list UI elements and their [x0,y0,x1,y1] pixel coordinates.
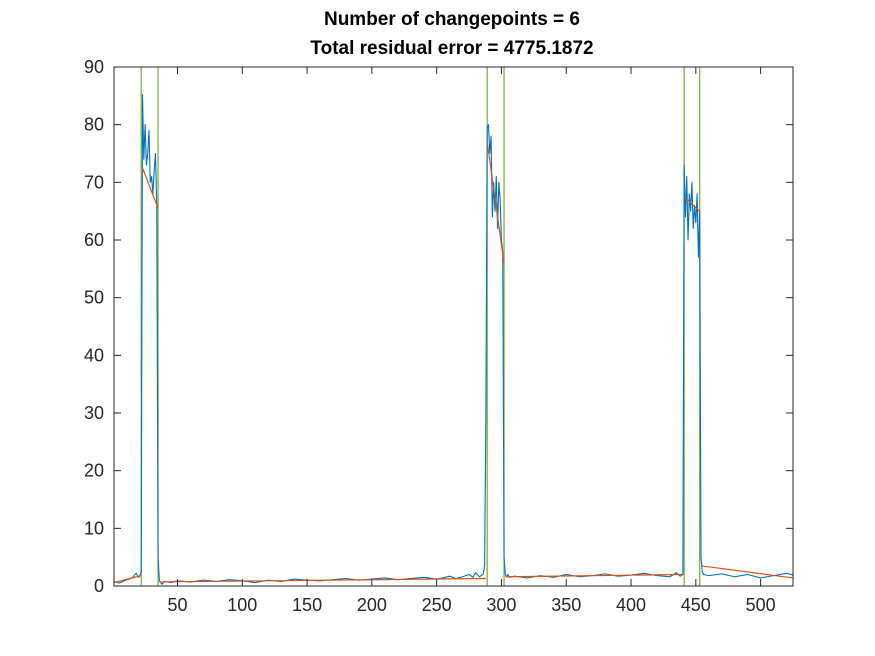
x-tick-label: 200 [357,595,387,615]
fit-segment-2 [141,167,159,209]
y-tick-label: 30 [84,403,104,423]
x-tick-label: 500 [746,595,776,615]
y-tick-label: 70 [84,172,104,192]
y-tick-label: 0 [94,576,104,596]
y-tick-label: 50 [84,288,104,308]
y-tick-label: 40 [84,345,104,365]
chart-title-line-2: Total residual error = 4775.1872 [310,38,593,59]
y-tick-label: 60 [84,230,104,250]
x-tick-label: 450 [681,595,711,615]
plot-area [114,67,793,586]
x-tick-label: 250 [422,595,452,615]
fit-segment-6 [683,196,701,212]
fit-segment-4 [486,141,505,264]
x-tick-label: 400 [616,595,646,615]
y-tick-label: 20 [84,461,104,481]
y-tick-label: 10 [84,518,104,538]
y-tick-label: 80 [84,115,104,135]
x-tick-label: 300 [486,595,516,615]
y-axis-ticks: 0 10 20 30 40 50 60 70 80 90 [84,57,793,596]
chart-title-line-1: Number of changepoints = 6 [324,9,580,30]
fit-segment-3 [159,577,486,583]
fit-series [113,141,794,584]
x-axis-ticks: 50 100 150 200 250 300 350 400 450 500 [167,67,776,615]
x-tick-label: 100 [227,595,257,615]
fit-segment-7 [700,565,794,579]
x-tick-label: 150 [292,595,322,615]
fit-segment-5 [505,573,683,578]
x-tick-label: 50 [167,595,187,615]
y-tick-label: 90 [84,57,104,77]
fit-segment-1 [113,575,142,584]
x-tick-label: 350 [551,595,581,615]
plot-frame [113,66,794,587]
